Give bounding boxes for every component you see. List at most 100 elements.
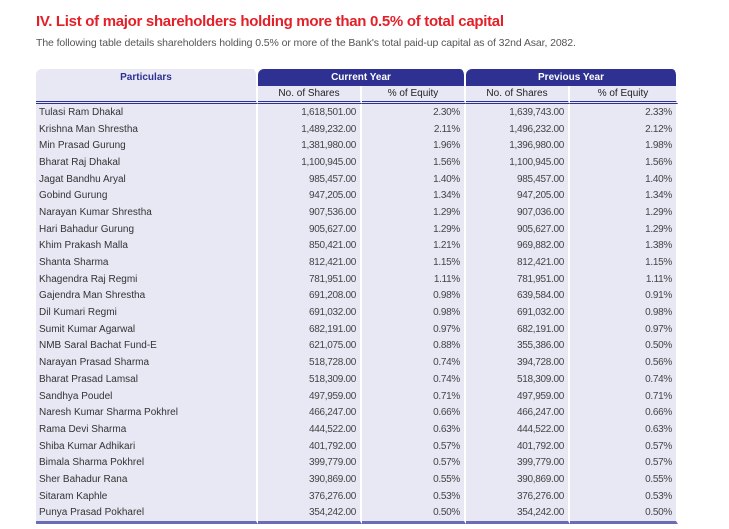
previous-equity: 1.38% [570, 237, 679, 255]
current-equity: 0.98% [362, 287, 466, 305]
current-equity: 0.57% [362, 437, 466, 455]
table-row: Dil Kumari Regmi 691,032.00 0.98% 691,032.0… [36, 304, 679, 321]
table-row: Gobind Gurung 947,205.00 1.34% 947,205.00 1.… [36, 187, 679, 205]
current-shares: 907,536.00 [258, 204, 362, 221]
shareholder-name: Tulasi Ram Dhakal [36, 104, 258, 121]
section-subtitle: The following table details shareholders… [36, 37, 576, 49]
previous-equity: 1.15% [570, 254, 679, 271]
previous-shares: 497,959.00 [466, 387, 570, 405]
current-shares: 850,421.00 [258, 237, 362, 255]
shareholder-name: Dil Kumari Regmi [36, 304, 258, 321]
header-current-shares: No. of Shares [258, 86, 362, 104]
previous-equity: 0.55% [570, 471, 679, 488]
shareholder-name: Punya Prasad Pokharel [36, 504, 258, 525]
current-shares: 781,951.00 [258, 270, 362, 288]
table-row: Bharat Raj Dhakal 1,100,945.00 1.56% 1,100,… [36, 154, 679, 171]
current-shares: 905,627.00 [258, 220, 362, 238]
shareholder-name: Bharat Raj Dhakal [36, 154, 258, 171]
current-shares: 691,208.00 [258, 287, 362, 305]
previous-equity: 0.57% [570, 454, 679, 472]
table-row: Rama Devi Sharma 444,522.00 0.63% 444,522.0… [36, 421, 679, 438]
shareholder-name: Shiba Kumar Adhikari [36, 437, 258, 455]
previous-shares: 969,882.00 [466, 237, 570, 255]
previous-equity: 0.53% [570, 487, 679, 505]
header-previous-equity: % of Equity [570, 86, 679, 104]
shareholder-name: Bharat Prasad Lamsal [36, 371, 258, 388]
current-equity: 0.66% [362, 404, 466, 422]
previous-shares: 1,639,743.00 [466, 104, 570, 121]
table-row: Hari Bahadur Gurung 905,627.00 1.29% 905,62… [36, 220, 679, 238]
current-equity: 1.29% [362, 204, 466, 221]
previous-equity: 0.56% [570, 354, 679, 371]
current-shares: 376,276.00 [258, 487, 362, 505]
current-equity: 1.96% [362, 137, 466, 155]
shareholders-table: Particulars Current Year Previous Year N… [36, 69, 679, 525]
current-equity: 1.40% [362, 170, 466, 188]
table-row: Jagat Bandhu Aryal 985,457.00 1.40% 985,457… [36, 170, 679, 188]
previous-shares: 1,496,232.00 [466, 120, 570, 138]
shareholder-name: Khagendra Raj Regmi [36, 270, 258, 288]
current-equity: 0.53% [362, 487, 466, 505]
current-shares: 466,247.00 [258, 404, 362, 422]
shareholder-name: Khim Prakash Malla [36, 237, 258, 255]
previous-shares: 1,100,945.00 [466, 154, 570, 171]
previous-shares: 355,386.00 [466, 337, 570, 355]
previous-equity: 1.11% [570, 270, 679, 288]
current-equity: 0.74% [362, 371, 466, 388]
previous-shares: 947,205.00 [466, 187, 570, 205]
current-equity: 0.55% [362, 471, 466, 488]
current-shares: 812,421.00 [258, 254, 362, 271]
current-equity: 1.56% [362, 154, 466, 171]
previous-equity: 0.66% [570, 404, 679, 422]
previous-equity: 2.33% [570, 104, 679, 121]
previous-shares: 905,627.00 [466, 220, 570, 238]
table-row: Sandhya Poudel 497,959.00 0.71% 497,959.00 0… [36, 387, 679, 405]
current-equity: 1.15% [362, 254, 466, 271]
shareholder-name: Min Prasad Gurung [36, 137, 258, 155]
table-row: Sitaram Kaphle 376,276.00 0.53% 376,276.00 0… [36, 487, 679, 505]
current-shares: 985,457.00 [258, 170, 362, 188]
current-equity: 2.11% [362, 120, 466, 138]
current-equity: 0.88% [362, 337, 466, 355]
previous-equity: 0.50% [570, 337, 679, 355]
table-row: Narayan Prasad Sharma 518,728.00 0.74% 394,… [36, 354, 679, 371]
current-shares: 682,191.00 [258, 320, 362, 338]
previous-shares: 781,951.00 [466, 270, 570, 288]
shareholder-name: Krishna Man Shrestha [36, 120, 258, 138]
table-row: Punya Prasad Pokharel 354,242.00 0.50% 354,… [36, 504, 679, 525]
current-shares: 518,728.00 [258, 354, 362, 371]
current-shares: 401,792.00 [258, 437, 362, 455]
current-shares: 444,522.00 [258, 421, 362, 438]
previous-equity: 1.29% [570, 204, 679, 221]
current-shares: 1,100,945.00 [258, 154, 362, 171]
previous-shares: 691,032.00 [466, 304, 570, 321]
previous-shares: 444,522.00 [466, 421, 570, 438]
shareholder-name: Gobind Gurung [36, 187, 258, 205]
header-previous-shares: No. of Shares [466, 86, 570, 104]
previous-shares: 466,247.00 [466, 404, 570, 422]
previous-shares: 682,191.00 [466, 320, 570, 338]
previous-shares: 907,036.00 [466, 204, 570, 221]
current-shares: 691,032.00 [258, 304, 362, 321]
current-shares: 947,205.00 [258, 187, 362, 205]
previous-shares: 390,869.00 [466, 471, 570, 488]
shareholder-name: Narayan Prasad Sharma [36, 354, 258, 371]
previous-shares: 985,457.00 [466, 170, 570, 188]
previous-shares: 394,728.00 [466, 354, 570, 371]
shareholder-name: Hari Bahadur Gurung [36, 220, 258, 238]
current-equity: 1.29% [362, 220, 466, 238]
shareholder-name: Sumit Kumar Agarwal [36, 320, 258, 338]
previous-equity: 2.12% [570, 120, 679, 138]
shareholder-name: NMB Saral Bachat Fund-E [36, 337, 258, 355]
table-row: Sumit Kumar Agarwal 682,191.00 0.97% 682,19… [36, 320, 679, 338]
current-shares: 497,959.00 [258, 387, 362, 405]
previous-equity: 0.91% [570, 287, 679, 305]
table-row: Sher Bahadur Rana 390,869.00 0.55% 390,869.… [36, 471, 679, 488]
current-equity: 0.57% [362, 454, 466, 472]
header-current-year: Current Year [258, 69, 466, 86]
current-shares: 399,779.00 [258, 454, 362, 472]
current-shares: 1,489,232.00 [258, 120, 362, 138]
table-row: Min Prasad Gurung 1,381,980.00 1.96% 1,396,… [36, 137, 679, 155]
current-shares: 354,242.00 [258, 504, 362, 525]
current-shares: 518,309.00 [258, 371, 362, 388]
